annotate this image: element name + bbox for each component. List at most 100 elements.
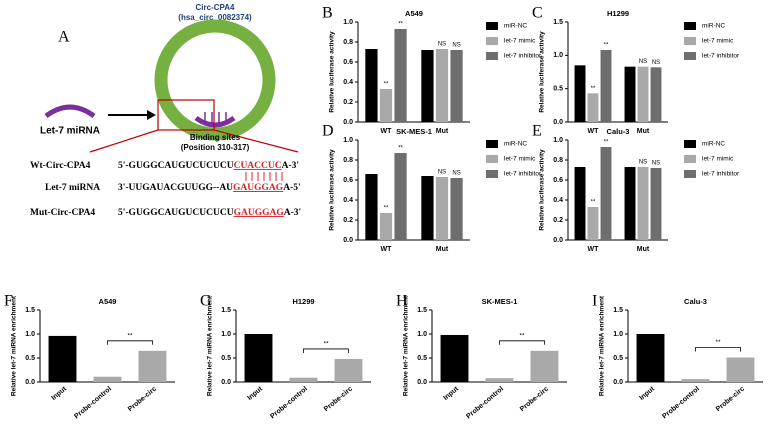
significance-label: ** <box>384 82 389 88</box>
comparison-bracket <box>695 347 741 352</box>
bar <box>650 67 662 122</box>
significance-label: NS <box>438 170 446 176</box>
chart-title: H1299 <box>292 297 314 306</box>
y-tick-label: 0.8 <box>553 157 563 164</box>
zoom-line <box>89 129 159 153</box>
y-tick-label: 1.0 <box>553 52 563 59</box>
panel-letter: E <box>532 123 542 140</box>
y-axis-label: Relative luciferase activity <box>329 149 336 231</box>
chart-title: SK-MES-1 <box>482 297 518 306</box>
significance-label: ** <box>384 206 389 212</box>
y-tick-label: 0.2 <box>343 217 353 224</box>
bar <box>379 89 393 122</box>
y-tick-label: 0.0 <box>343 237 353 244</box>
seq-part: 5'-GUGGCAUGUCUCUCU <box>118 208 234 218</box>
seq-part: A-3' <box>282 161 299 171</box>
y-tick-label: 1.0 <box>221 331 231 338</box>
bar <box>421 50 434 122</box>
y-axis-label: Relative let-7 miRNA enrichment <box>207 295 214 396</box>
circ-id: (hsa_circ_0082374) <box>178 13 252 22</box>
panel-letter: G <box>200 293 212 310</box>
comparison-label: ** <box>519 333 525 340</box>
bar <box>485 378 514 382</box>
bar <box>365 49 378 122</box>
y-tick-label: 0.2 <box>553 217 563 224</box>
bar <box>587 93 599 122</box>
y-axis-label: Relative let-7 miRNA enrichment <box>403 295 410 396</box>
mirna-label: Let-7 miRNA <box>40 126 100 137</box>
x-tick-label: Input <box>638 385 656 402</box>
panel-letter: H <box>396 293 408 310</box>
y-tick-label: 0.4 <box>343 79 353 86</box>
legend-swatch <box>486 37 498 45</box>
row-label: Mut-Circ-CPA4 <box>30 208 95 218</box>
mirna-arc <box>44 104 96 119</box>
y-tick-label: 1.5 <box>221 307 231 314</box>
legend-label: miR-NC <box>504 23 527 30</box>
bar <box>574 167 586 240</box>
sequence: 3'-UUGAUACGUUGG--AUGAUGGAGA-5' <box>118 183 301 193</box>
y-tick-label: 0.0 <box>553 119 563 126</box>
significance-label: NS <box>452 43 460 49</box>
panel-letter: A <box>58 29 70 46</box>
y-axis-label: Relative luciferase activity <box>539 149 546 231</box>
x-tick-label: WT <box>588 128 600 135</box>
y-tick-label: 1.5 <box>553 19 563 26</box>
x-tick-label: WT <box>381 246 393 253</box>
bar <box>394 153 407 240</box>
y-tick-label: 0.2 <box>343 99 353 106</box>
legend-label: let-7 mimic <box>702 156 734 163</box>
comparison-label: ** <box>127 333 133 340</box>
x-tick-label: Probe-circ <box>519 386 550 414</box>
sequence: 5'-GUGGCAUGUCUCUCUGAUGGAGA-3' <box>118 208 301 218</box>
significance-label: NS <box>652 161 660 167</box>
y-tick-label: 0.6 <box>343 177 353 184</box>
y-tick-label: 0.4 <box>343 197 353 204</box>
x-tick-label: Probe-control <box>73 386 113 421</box>
comparison-label: ** <box>323 341 329 348</box>
seq-part: 3'-UUGAUACGUUGG--AU <box>118 183 233 193</box>
x-tick-label: Mut <box>637 128 650 135</box>
bar <box>726 357 755 382</box>
significance-label: NS <box>452 171 460 177</box>
y-tick-label: 1.0 <box>613 331 623 338</box>
bar <box>365 174 378 240</box>
chart-title: Calu-3 <box>684 297 707 306</box>
binding-ticks <box>204 112 227 123</box>
y-tick-label: 0.0 <box>417 379 427 386</box>
arrow-head <box>147 110 156 120</box>
comparison-bracket <box>303 348 349 353</box>
legend-label: let-7 mimic <box>504 38 536 45</box>
legend-swatch <box>684 52 696 60</box>
bar <box>587 207 599 240</box>
legend-label: let-7 mimic <box>504 156 536 163</box>
bar <box>421 176 434 240</box>
legend-swatch <box>684 155 696 163</box>
bar <box>624 167 636 240</box>
bar <box>624 66 636 122</box>
y-tick-label: 0.0 <box>613 379 623 386</box>
x-tick-label: Input <box>50 385 68 402</box>
y-tick-label: 1.0 <box>553 137 563 144</box>
y-tick-label: 0.6 <box>553 177 563 184</box>
x-tick-label: Probe-control <box>269 386 309 421</box>
panel-letter: F <box>4 293 13 310</box>
bar <box>435 49 449 122</box>
x-tick-label: Probe-circ <box>715 386 746 414</box>
row-label: Let-7 miRNA <box>45 183 100 193</box>
bar <box>334 358 363 382</box>
panel-a: A Circ-CPA4 (hsa_circ_0082374) Let-7 miR… <box>30 3 301 218</box>
bar <box>48 335 77 382</box>
legend-label: miR-NC <box>702 23 725 30</box>
position-label: (Position 310-317) <box>181 143 250 152</box>
panel-letter: D <box>322 123 334 140</box>
legend-swatch <box>684 170 696 178</box>
legend-label: let-7 inhibitor <box>702 171 740 178</box>
y-axis-label: Relative let-7 miRNA enrichment <box>599 295 606 396</box>
x-tick-label: Probe-control <box>661 386 701 421</box>
x-tick-label: Probe-circ <box>127 386 158 414</box>
x-tick-label: Mut <box>637 246 650 253</box>
legend-swatch <box>486 22 498 30</box>
y-tick-label: 1.5 <box>613 307 623 314</box>
